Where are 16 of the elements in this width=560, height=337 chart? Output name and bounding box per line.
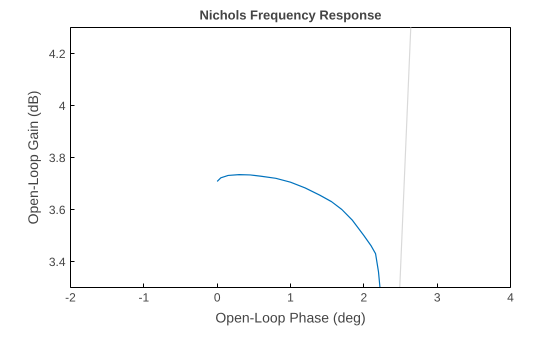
y-tick-label: 3.6 <box>48 203 66 217</box>
line-series <box>216 174 381 288</box>
x-tick-label: 0 <box>214 290 221 304</box>
x-tick-label: 3 <box>434 290 441 304</box>
x-tick-label: -1 <box>138 290 150 304</box>
y-axis-title: Open-Loop Gain (dB) <box>24 90 41 224</box>
y-tick-label: 4 <box>58 99 66 113</box>
x-tick-label: 2 <box>360 290 368 304</box>
y-tick-label: 3.8 <box>48 151 66 165</box>
x-axis-title: Open-Loop Phase (deg) <box>215 310 366 326</box>
x-tick-label: 4 <box>507 290 514 304</box>
y-tick-label: 3.4 <box>48 255 66 269</box>
y-tick-label: 4.2 <box>48 47 66 61</box>
chart-title: Nichols Frequency Response <box>199 8 382 22</box>
x-tick-label: 1 <box>287 290 294 304</box>
x-tick-label: -2 <box>65 290 76 304</box>
